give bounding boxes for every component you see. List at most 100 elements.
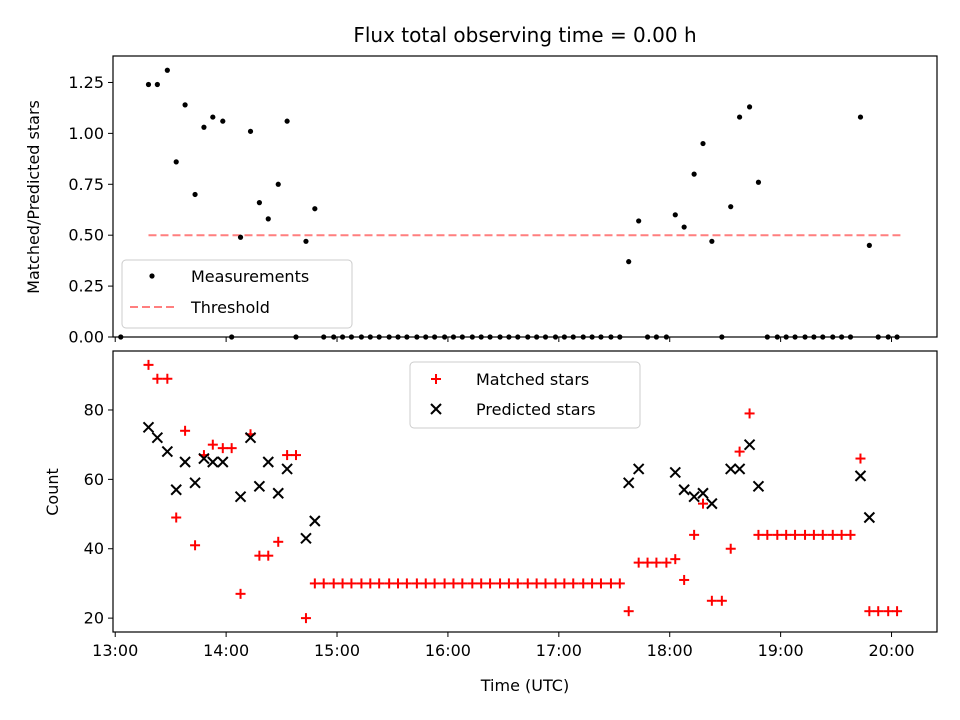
predicted-star-point — [697, 487, 709, 499]
predicted-star-point — [189, 477, 201, 489]
measurement-point — [866, 242, 872, 248]
predicted-star-point — [234, 490, 247, 503]
top-y-tick-label: 0.75 — [68, 175, 104, 194]
predicted-star-point — [622, 477, 635, 489]
matched-star-point — [762, 529, 773, 540]
matched-star-point — [697, 498, 708, 509]
top-y-axis-label: Matched/Predicted stars — [24, 100, 43, 294]
matched-star-point — [892, 606, 903, 617]
predicted-star-point — [161, 445, 174, 458]
measurement-point — [256, 200, 262, 206]
measurement-point — [755, 179, 762, 185]
bottom-x-tick-label: 14:00 — [203, 641, 249, 660]
top-y-tick-label: 1.25 — [68, 73, 104, 92]
measurement-point — [700, 140, 706, 147]
matched-star-point — [550, 578, 561, 589]
predicted-star-point — [217, 456, 229, 468]
matched-star-point — [623, 606, 634, 617]
measurement-point — [736, 114, 743, 120]
matched-star-point — [143, 359, 154, 370]
predicted-star-point — [854, 470, 867, 482]
matched-star-point — [817, 529, 828, 540]
bottom-y-tick-label: 40 — [84, 539, 104, 558]
matched-star-point — [476, 578, 487, 589]
matched-star-point — [300, 613, 311, 624]
legend-measurements-marker — [149, 273, 155, 279]
predicted-star-point — [262, 456, 274, 468]
top-y-tick-label: 1.00 — [68, 124, 104, 143]
bottom-x-tick-label: 18:00 — [647, 641, 693, 660]
measurement-point — [284, 118, 290, 124]
measurement-point — [220, 118, 226, 124]
matched-star-point — [356, 578, 367, 589]
predicted-star-point — [743, 438, 756, 451]
measurement-point — [681, 224, 687, 230]
matched-star-point — [282, 450, 293, 461]
matched-star-point — [651, 557, 662, 568]
predicted-star-point — [198, 452, 210, 465]
bottom-x-tick-label: 13:00 — [92, 641, 138, 660]
top-legend-box — [121, 259, 353, 329]
matched-star-point — [429, 578, 440, 589]
predicted-star-point — [752, 480, 765, 493]
bottom-x-tick-label: 15:00 — [314, 641, 360, 660]
matched-star-point — [318, 578, 329, 589]
matched-star-point — [633, 557, 644, 568]
bottom-y-ticks: 20 40 60 80 — [84, 400, 113, 628]
matched-star-point — [725, 543, 736, 554]
bottom-x-tick-label: 17:00 — [536, 641, 582, 660]
bottom-y-axis-label: Count — [43, 468, 62, 516]
predicted-star-point — [281, 463, 293, 475]
matched-star-point — [540, 578, 551, 589]
measurement-point — [728, 204, 734, 210]
matched-star-point — [411, 578, 422, 589]
bottom-plot-frame — [112, 350, 938, 633]
matched-star-point — [614, 578, 625, 589]
matched-star-point — [734, 446, 745, 457]
bottom-y-tick-label: 80 — [84, 400, 104, 419]
matched-star-point — [171, 512, 182, 523]
matched-star-point — [781, 529, 792, 540]
predicted-star-point — [170, 484, 182, 496]
predicted-star-point — [632, 463, 645, 475]
matched-star-point — [495, 578, 506, 589]
matched-star-point — [559, 578, 570, 589]
top-legend: Measurements Threshold — [121, 259, 353, 329]
matched-star-point — [753, 529, 764, 540]
matched-star-point — [226, 443, 237, 454]
matched-star-point — [401, 578, 412, 589]
matched-star-point — [716, 595, 727, 606]
matched-star-point — [706, 595, 717, 606]
matched-star-point — [679, 574, 690, 585]
measurement-point — [145, 81, 152, 88]
bottom-marks — [142, 359, 903, 624]
predicted-star-point — [733, 463, 746, 475]
predicted-star-point — [179, 456, 191, 468]
matched-star-point — [235, 588, 246, 599]
chart-title: Flux total observing time = 0.00 h — [353, 23, 696, 47]
matched-star-point — [790, 529, 801, 540]
predicted-star-point — [253, 480, 266, 493]
measurement-point — [857, 114, 864, 120]
matched-star-point — [605, 578, 616, 589]
bottom-x-tick-label: 16:00 — [425, 641, 471, 660]
matched-star-point — [254, 550, 265, 561]
matched-star-point — [568, 578, 579, 589]
matched-star-point — [439, 578, 450, 589]
matched-star-point — [290, 450, 301, 461]
bottom-legend-box — [409, 361, 641, 429]
predicted-star-point — [151, 432, 164, 444]
measurement-point — [173, 159, 179, 165]
matched-star-point — [467, 578, 478, 589]
predicted-star-point — [706, 497, 718, 510]
matched-star-point — [485, 578, 496, 589]
matched-star-point — [642, 557, 653, 568]
matched-star-point — [883, 606, 894, 617]
measurement-point — [247, 128, 254, 134]
legend-matched-label: Matched stars — [476, 370, 589, 389]
bottom-legend: Matched stars Predicted stars — [409, 361, 641, 429]
matched-star-point — [384, 578, 395, 589]
legend-predicted-marker — [430, 403, 442, 415]
matched-star-point — [661, 557, 672, 568]
measurement-point — [164, 67, 170, 73]
